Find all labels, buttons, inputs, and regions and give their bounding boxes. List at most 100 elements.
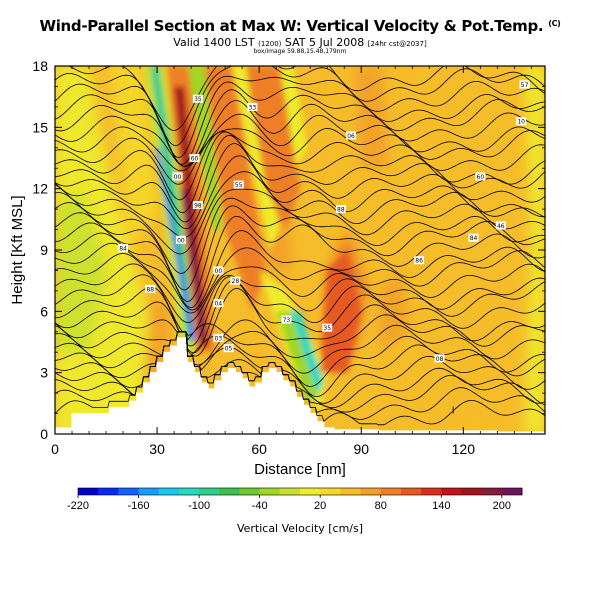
field-region bbox=[408, 66, 443, 189]
colorbar-swatch bbox=[501, 488, 523, 495]
colorbar-swatch bbox=[239, 488, 261, 495]
isentrope-label-box bbox=[213, 299, 224, 308]
isentrope-line bbox=[55, 188, 545, 274]
isentrope-label: 35 bbox=[323, 325, 331, 332]
colorbar-swatch bbox=[98, 488, 119, 495]
isentrope-label-box bbox=[322, 323, 333, 332]
isentrope-line bbox=[55, 81, 545, 165]
isentrope-label-box bbox=[233, 180, 244, 189]
field-region bbox=[378, 270, 409, 353]
isentrope-label: 33 bbox=[249, 104, 257, 111]
isentrope-label-box bbox=[519, 80, 530, 89]
isentrope-label: 04 bbox=[215, 301, 223, 308]
colorbar-swatch bbox=[461, 488, 483, 495]
field-band bbox=[204, 66, 266, 312]
field-region bbox=[388, 147, 437, 434]
isentrope-label: 00 bbox=[177, 237, 185, 244]
isentrope-line bbox=[55, 215, 545, 309]
isentrope-label: 84 bbox=[119, 245, 127, 252]
field-band bbox=[180, 188, 205, 340]
plot-area: 57 35 33 10 06 60 00 55 60 98 88 46 00 84 84 86 00 28 88 04… bbox=[55, 66, 545, 434]
isentrope-line bbox=[55, 171, 545, 255]
colorbar-swatch bbox=[360, 488, 382, 495]
isentrope-label: 46 bbox=[497, 223, 505, 230]
isentrope-label-box bbox=[223, 344, 234, 353]
isentrope-line bbox=[55, 331, 545, 398]
field-band bbox=[187, 66, 222, 230]
colorbar-swatch bbox=[279, 488, 301, 495]
isentrope-line bbox=[55, 143, 545, 230]
colorbar-swatch bbox=[380, 488, 402, 495]
colorbar-tick-label: 140 bbox=[432, 500, 450, 512]
isentrope-label-box bbox=[192, 94, 203, 103]
isentrope-label-box bbox=[230, 276, 241, 285]
isentrope-label: 00 bbox=[215, 268, 223, 275]
colorbar-label: Vertical Velocity [cm/s] bbox=[237, 522, 363, 535]
isentrope-line bbox=[55, 128, 545, 185]
field-region bbox=[524, 66, 545, 434]
isentrope-label-box bbox=[414, 256, 425, 265]
colorbar-tick-label: -160 bbox=[128, 500, 150, 512]
isentrope-line bbox=[55, 263, 545, 323]
colorbar-swatch bbox=[441, 488, 462, 495]
isentrope-line bbox=[55, 131, 545, 214]
isentrope-label: 28 bbox=[232, 278, 240, 285]
field-region bbox=[55, 188, 110, 353]
isentrope-line bbox=[55, 276, 545, 347]
field-band bbox=[155, 147, 196, 340]
isentrope-line bbox=[55, 89, 545, 167]
x-tick-label: 120 bbox=[452, 441, 476, 457]
y-tick-label: 0 bbox=[40, 426, 48, 442]
copyright-mark: (C) bbox=[548, 19, 561, 28]
y-tick-label: 3 bbox=[40, 365, 48, 381]
isentropes bbox=[55, 66, 545, 426]
isentrope-label-box bbox=[118, 243, 129, 252]
isentrope-label: 88 bbox=[146, 286, 154, 293]
isentrope-label-box bbox=[281, 315, 292, 324]
isentrope-label: 60 bbox=[477, 174, 485, 181]
x-tick-label: 90 bbox=[353, 441, 369, 457]
terrain bbox=[55, 337, 545, 434]
isentrope-line bbox=[55, 274, 545, 336]
isentrope-line bbox=[55, 100, 545, 167]
y-tick-label: 12 bbox=[32, 181, 48, 197]
isentrope-line bbox=[55, 75, 545, 158]
isentrope-label: 55 bbox=[235, 182, 243, 189]
colorbar-swatch bbox=[300, 488, 321, 495]
isentrope-label: 73 bbox=[283, 317, 291, 324]
y-tick-label: 9 bbox=[40, 242, 48, 258]
isentrope-label-box bbox=[495, 221, 506, 230]
isentrope-line bbox=[55, 247, 545, 314]
colorbar-tick-label: 80 bbox=[375, 500, 387, 512]
isentrope-label: 88 bbox=[337, 207, 345, 214]
colorbar-swatch bbox=[400, 488, 422, 495]
valid-time-line: Valid 1400 LST (1200) SAT 5 Jul 2008 [24… bbox=[173, 36, 427, 49]
colorbar-tick-label: 200 bbox=[493, 500, 511, 512]
colorbar-tick-label: -100 bbox=[188, 500, 210, 512]
isentrope-line bbox=[55, 155, 545, 238]
field-region bbox=[463, 290, 518, 434]
colorbar-swatch bbox=[178, 488, 200, 495]
field-band bbox=[231, 66, 280, 250]
isentrope-label: 08 bbox=[436, 356, 444, 363]
field-band bbox=[174, 86, 209, 347]
x-axis-label: Distance [nm] bbox=[254, 461, 346, 478]
isentrope-label-box bbox=[475, 172, 486, 181]
y-tick-label: 15 bbox=[32, 119, 48, 135]
isentrope-labels: 57 35 33 10 06 60 00 55 60 98 88 46 00 84 84 86 00 28 88 04… bbox=[118, 80, 530, 417]
isentrope-line bbox=[68, 66, 545, 131]
colorbar-frame bbox=[77, 487, 523, 496]
isentrope-label-box bbox=[247, 102, 258, 111]
isentrope-line bbox=[55, 131, 545, 201]
isentrope-label-box bbox=[434, 354, 445, 363]
field-bands bbox=[143, 66, 362, 414]
isentrope-label: 05 bbox=[225, 346, 233, 353]
colorbar: -220 -160 -100 -40 20 80 140 200 Vertical Veloci… bbox=[67, 487, 523, 535]
isentrope-label-box bbox=[189, 154, 200, 162]
colorbar-swatch bbox=[158, 488, 180, 495]
isentrope-label: 60 bbox=[191, 156, 199, 163]
isentrope-label-box bbox=[346, 131, 357, 140]
isentrope-label-box bbox=[516, 117, 527, 126]
isentrope-line bbox=[55, 280, 545, 354]
